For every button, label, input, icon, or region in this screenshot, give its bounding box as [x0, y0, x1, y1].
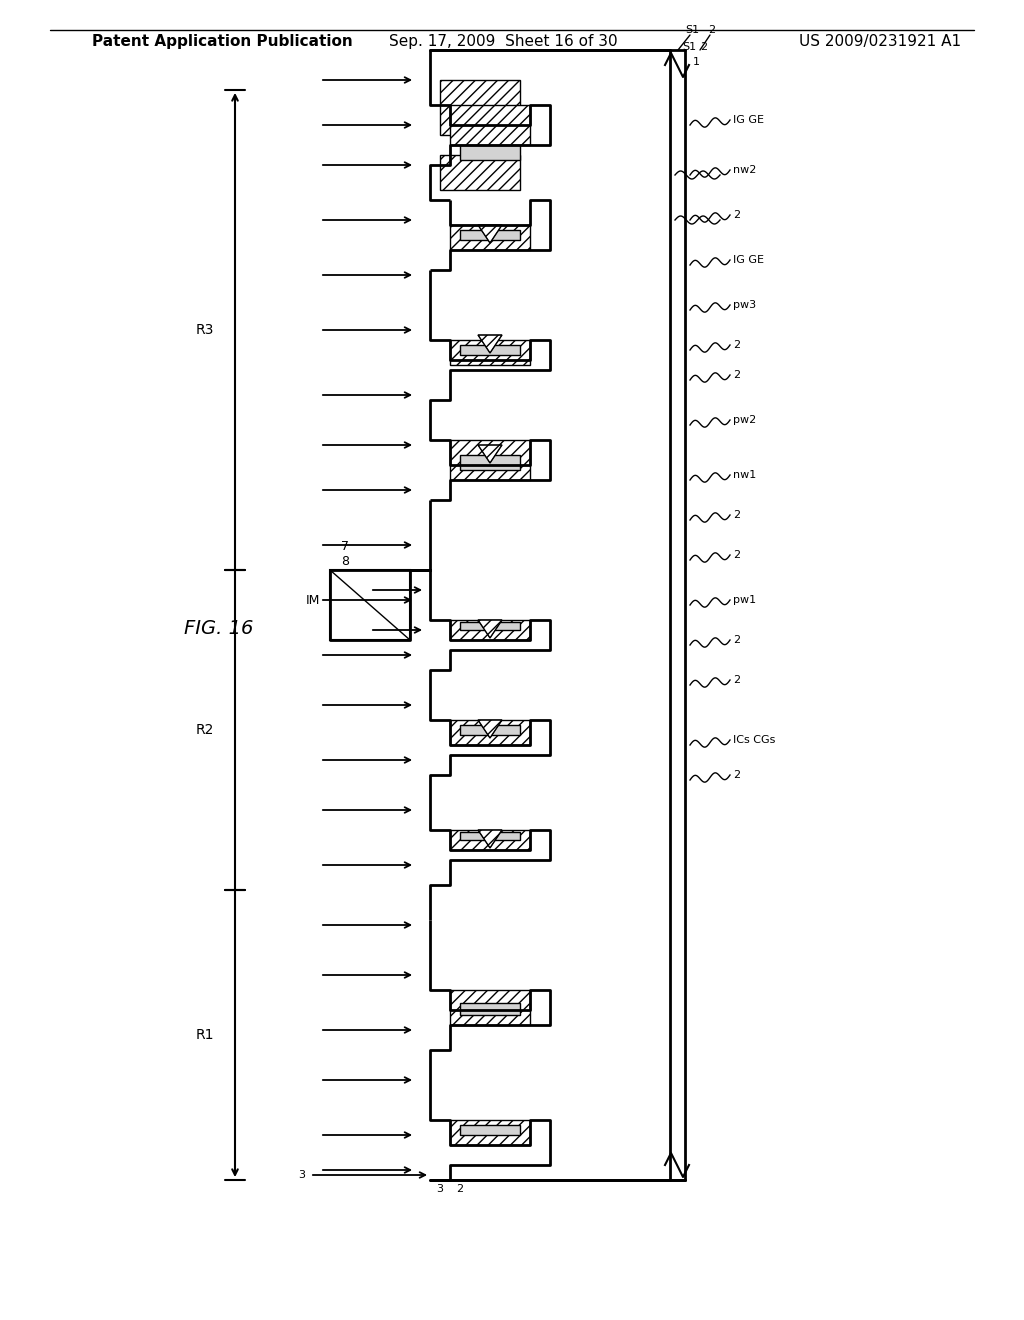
Text: S1: S1	[682, 42, 696, 51]
Text: R3: R3	[196, 323, 214, 337]
Text: pw2: pw2	[733, 414, 757, 425]
Text: Sep. 17, 2009  Sheet 16 of 30: Sep. 17, 2009 Sheet 16 of 30	[389, 34, 617, 49]
Polygon shape	[478, 445, 502, 463]
Text: 3: 3	[298, 1170, 305, 1180]
Bar	[450, 341, 530, 366]
Text: pw1: pw1	[733, 595, 756, 605]
Bar	[460, 1125, 520, 1135]
Bar	[450, 719, 530, 744]
Text: 2: 2	[733, 370, 740, 380]
Bar	[460, 1003, 520, 1015]
Text: 8: 8	[341, 554, 349, 568]
Text: 2: 2	[708, 25, 715, 36]
Text: 3: 3	[436, 1184, 443, 1195]
Bar	[440, 81, 520, 135]
Polygon shape	[478, 224, 502, 243]
Bar	[450, 440, 530, 480]
Bar	[450, 620, 530, 640]
Text: IG GE: IG GE	[733, 115, 764, 125]
Bar	[460, 345, 520, 355]
Text: nw1: nw1	[733, 470, 757, 480]
Text: FIG. 16: FIG. 16	[184, 619, 254, 638]
Bar	[440, 154, 520, 190]
Bar	[460, 455, 520, 470]
Text: Patent Application Publication: Patent Application Publication	[92, 34, 353, 49]
Bar	[450, 1119, 530, 1144]
Text: US 2009/0231921 A1: US 2009/0231921 A1	[799, 34, 961, 49]
Polygon shape	[478, 335, 502, 352]
Text: S1: S1	[685, 25, 699, 36]
Bar	[450, 990, 530, 1026]
Bar	[460, 145, 520, 160]
Bar	[460, 622, 520, 630]
Text: 2: 2	[733, 675, 740, 685]
Text: 2: 2	[733, 510, 740, 520]
Bar	[460, 725, 520, 735]
Bar	[450, 224, 530, 249]
Text: 2: 2	[733, 635, 740, 645]
Text: 2: 2	[733, 770, 740, 780]
Text: 2: 2	[457, 1184, 464, 1195]
Text: 7: 7	[341, 540, 349, 553]
Text: R1: R1	[196, 1028, 214, 1041]
Bar	[450, 830, 530, 850]
Text: IG GE: IG GE	[733, 255, 764, 265]
Bar	[450, 106, 530, 145]
Polygon shape	[478, 620, 502, 638]
Text: 2: 2	[733, 550, 740, 560]
Bar	[460, 832, 520, 840]
Polygon shape	[478, 830, 502, 847]
Text: R2: R2	[196, 723, 214, 737]
Text: ICs CGs: ICs CGs	[733, 735, 775, 744]
Text: 2: 2	[733, 210, 740, 220]
Bar	[460, 230, 520, 240]
Text: nw2: nw2	[733, 165, 757, 176]
Text: IM: IM	[305, 594, 319, 606]
Text: pw3: pw3	[733, 300, 756, 310]
Bar	[330, 570, 410, 640]
Text: 1: 1	[693, 57, 700, 67]
Text: 2: 2	[733, 341, 740, 350]
Text: 2: 2	[700, 42, 708, 51]
Polygon shape	[478, 719, 502, 738]
